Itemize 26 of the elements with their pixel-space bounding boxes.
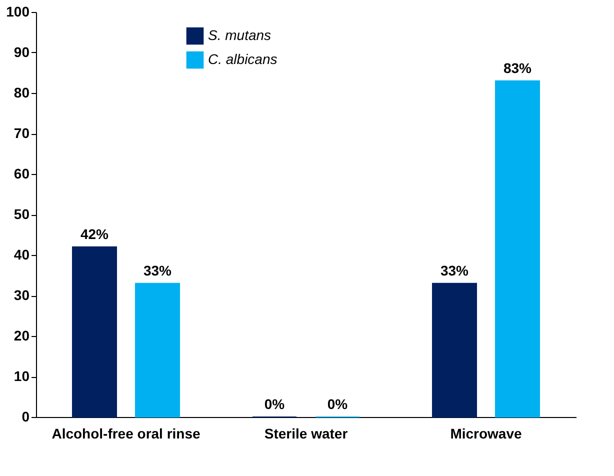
y-tick-label: 50	[14, 206, 30, 222]
data-label: 0%	[327, 396, 348, 412]
data-label: 83%	[503, 60, 532, 76]
y-tick-label: 100	[6, 4, 30, 20]
data-label: 0%	[264, 396, 286, 412]
y-tick-label: 40	[14, 246, 30, 262]
y-tick-label: 10	[14, 368, 30, 384]
bar	[432, 282, 477, 418]
y-tick-label: 20	[14, 328, 30, 344]
y-tick-label: 80	[14, 84, 30, 100]
bar	[135, 282, 180, 418]
y-tick-label: 90	[14, 44, 30, 60]
y-tick-label: 70	[14, 125, 30, 141]
bar	[495, 80, 540, 418]
y-tick-label: 30	[14, 287, 30, 303]
data-label: 33%	[143, 262, 172, 278]
legend-label: C. albicans	[208, 51, 278, 67]
y-tick-label: 60	[14, 166, 30, 182]
x-tick-label: Sterile water	[264, 426, 348, 442]
data-label: 42%	[80, 226, 110, 242]
x-tick-label: Microwave	[450, 426, 522, 442]
data-label: 33%	[440, 262, 470, 278]
bar	[72, 246, 117, 418]
y-tick-label: 0	[22, 408, 30, 424]
legend-label: S. mutans	[208, 27, 272, 43]
x-tick-label: Alcohol-free oral rinse	[52, 426, 201, 442]
